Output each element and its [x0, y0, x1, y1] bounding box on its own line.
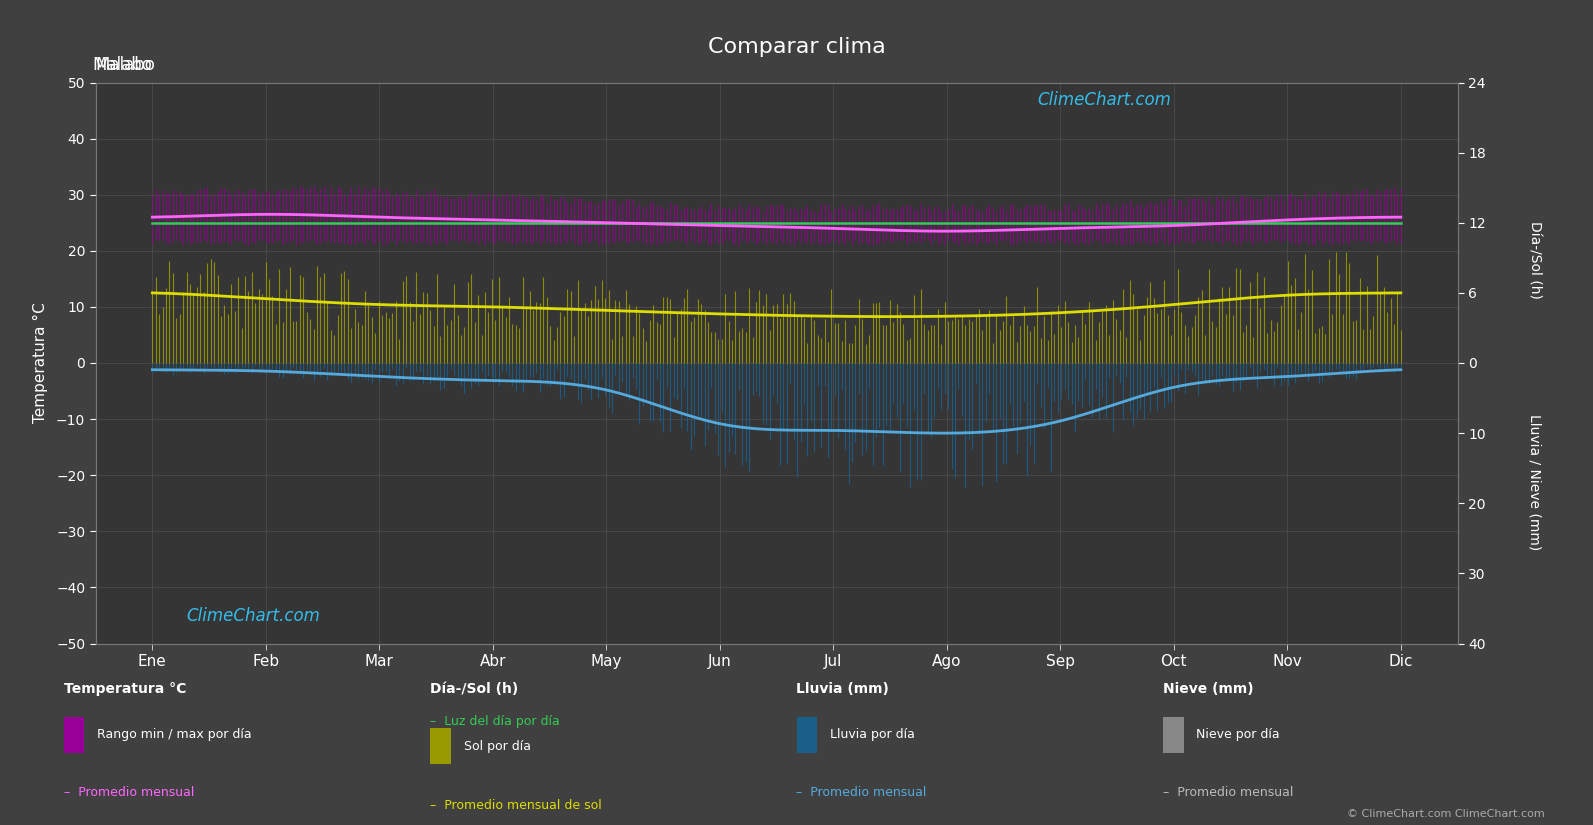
Text: Malabo: Malabo [92, 56, 153, 74]
Text: Sol por día: Sol por día [464, 740, 530, 752]
Text: –  Promedio mensual: – Promedio mensual [64, 786, 194, 799]
FancyBboxPatch shape [1163, 717, 1184, 752]
Text: –  Promedio mensual de sol: – Promedio mensual de sol [430, 799, 602, 812]
FancyBboxPatch shape [64, 717, 84, 752]
Text: © ClimeChart.com ClimeChart.com: © ClimeChart.com ClimeChart.com [1348, 809, 1545, 819]
Text: Lluvia por día: Lluvia por día [830, 728, 914, 742]
Text: ClimeChart.com: ClimeChart.com [1037, 91, 1171, 109]
Text: Nieve (mm): Nieve (mm) [1163, 682, 1254, 696]
Text: ClimeChart.com: ClimeChart.com [186, 607, 320, 625]
Text: Día-/Sol (h): Día-/Sol (h) [430, 682, 518, 696]
Text: –  Luz del día por día: – Luz del día por día [430, 715, 559, 728]
Text: Comparar clima: Comparar clima [707, 37, 886, 57]
Text: Nieve por día: Nieve por día [1196, 728, 1279, 742]
Text: –  Promedio mensual: – Promedio mensual [1163, 786, 1294, 799]
Text: Lluvia (mm): Lluvia (mm) [796, 682, 889, 696]
Text: Malabo: Malabo [96, 56, 156, 74]
Y-axis label: Temperatura °C: Temperatura °C [32, 303, 48, 423]
Text: Rango min / max por día: Rango min / max por día [97, 728, 252, 742]
Text: Día-/Sol (h): Día-/Sol (h) [1528, 221, 1540, 299]
FancyBboxPatch shape [796, 717, 817, 752]
Text: –  Promedio mensual: – Promedio mensual [796, 786, 927, 799]
FancyBboxPatch shape [430, 728, 451, 764]
Text: Lluvia / Nieve (mm): Lluvia / Nieve (mm) [1528, 414, 1540, 551]
Text: Temperatura °C: Temperatura °C [64, 682, 186, 696]
